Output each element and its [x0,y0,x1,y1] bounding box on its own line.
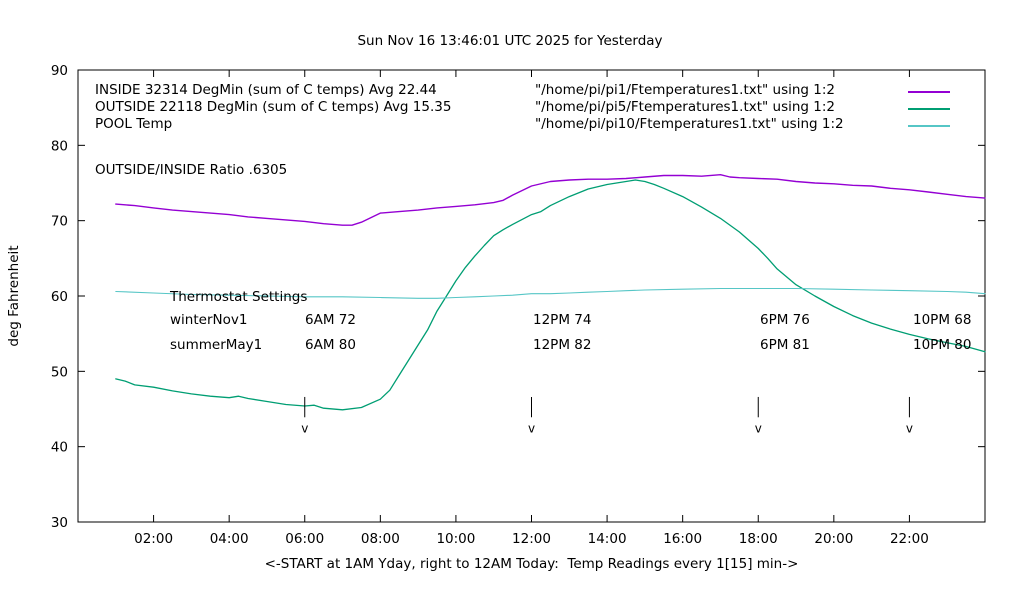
x-tick-label: 02:00 [134,531,173,547]
legend-file-pool: "/home/pi/pi10/Ftemperatures1.txt" using… [535,116,844,132]
series-line-pool [115,287,986,299]
legend-label-inside: INSIDE 32314 DegMin (sum of C temps) Avg… [95,82,437,98]
legend-file-inside: "/home/pi/pi1/Ftemperatures1.txt" using … [535,82,835,98]
y-tick-label: 80 [51,138,68,154]
y-tick-label: 70 [51,214,68,230]
thermostat-winter-name: winterNov1 [170,312,248,328]
thermostat-winter-6pm: 6PM 76 [760,312,810,328]
thermostat-winter-6am: 6AM 72 [305,312,356,328]
x-tick-label: 14:00 [588,531,627,547]
thermostat-summer-10pm: 10PM 80 [913,337,972,353]
arrow-head: v [528,421,535,435]
thermostat-winter-10pm: 10PM 68 [913,312,972,328]
legend-line-sample-outside [908,108,950,110]
y-axis-label: deg Fahrenheit [6,245,22,347]
x-tick-label: 12:00 [512,531,551,547]
legend-file-outside: "/home/pi/pi5/Ftemperatures1.txt" using … [535,99,835,115]
thermostat-summer-name: summerMay1 [170,337,263,353]
outside-inside-ratio-text: OUTSIDE/INSIDE Ratio .6305 [95,162,288,178]
thermostat-summer-6pm: 6PM 81 [760,337,810,353]
x-tick-label: 10:00 [436,531,475,547]
x-tick-label: 22:00 [890,531,929,547]
y-tick-label: 60 [51,289,68,305]
x-axis-label: <-START at 1AM Yday, right to 12AM Today… [264,556,799,572]
chart-title: Sun Nov 16 13:46:01 UTC 2025 for Yesterd… [357,33,663,49]
arrow-head: v [755,421,762,435]
thermostat-summer-12pm: 12PM 82 [533,337,592,353]
thermostat-winter-12pm: 12PM 74 [533,312,592,328]
x-tick-label: 18:00 [739,531,778,547]
legend-line-sample-pool [908,125,950,127]
thermostat-summer-6am: 6AM 80 [305,337,356,353]
arrow-head: v [906,421,913,435]
x-tick-label: 20:00 [814,531,853,547]
y-tick-label: 40 [51,440,68,456]
x-tick-label: 06:00 [285,531,324,547]
legend-label-pool: POOL Temp [95,116,173,132]
y-tick-label: 90 [51,63,68,79]
legend-line-sample-inside [908,91,950,93]
x-tick-label: 04:00 [210,531,249,547]
series-line-inside [115,173,986,226]
legend-label-outside: OUTSIDE 22118 DegMin (sum of C temps) Av… [95,99,452,115]
thermostat-settings-heading: Thermostat Settings [170,289,308,305]
x-tick-label: 16:00 [663,531,702,547]
y-tick-label: 30 [51,515,68,531]
x-tick-label: 08:00 [361,531,400,547]
series-line-outside [115,179,986,411]
y-tick-label: 50 [51,364,68,380]
arrow-head: v [301,421,308,435]
